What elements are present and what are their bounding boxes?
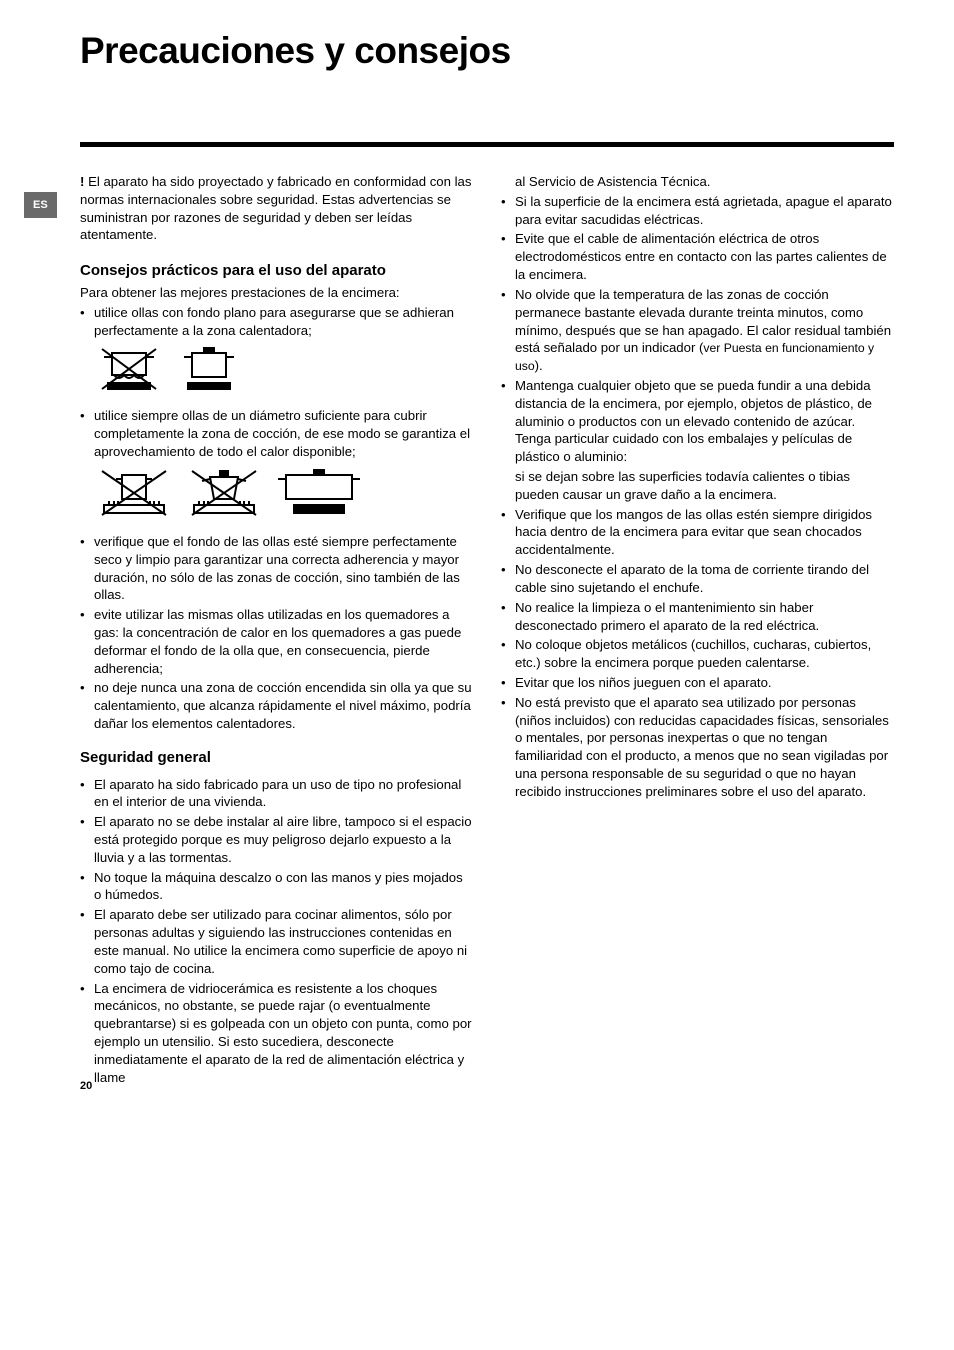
horizontal-rule	[80, 142, 894, 147]
list-item: No está previsto que el aparato sea util…	[501, 694, 894, 801]
list-item: No toque la máquina descalzo o con las m…	[80, 869, 473, 905]
list-item: No desconecte el aparato de la toma de c…	[501, 561, 894, 597]
list-item-continuation: si se dejan sobre las superficies todaví…	[501, 468, 894, 504]
list-seguridad-3: Verifique que los mangos de las ollas es…	[501, 506, 894, 801]
list-item: utilice ollas con fondo plano para asegu…	[80, 304, 473, 340]
pot-wrong-icon	[94, 345, 164, 393]
list-item: El aparato ha sido fabricado para un uso…	[80, 776, 473, 812]
content-columns: ! El aparato ha sido proyectado y fabric…	[80, 173, 894, 1088]
page-title: Precauciones y consejos	[80, 30, 894, 72]
list-item: evite utilizar las mismas ollas utilizad…	[80, 606, 473, 677]
list-item: verifique que el fondo de las ollas esté…	[80, 533, 473, 604]
heading-seguridad: Seguridad general	[80, 749, 473, 768]
lead-consejos: Para obtener las mejores prestaciones de…	[80, 284, 473, 302]
list-item: No realice la limpieza o el mantenimient…	[501, 599, 894, 635]
list-item: No coloque objetos metálicos (cuchillos,…	[501, 636, 894, 672]
list-item: Evitar que los niños jueguen con el apar…	[501, 674, 894, 692]
pot-wide-correct-icon	[274, 467, 364, 519]
list-item: El aparato no se debe instalar al aire l…	[80, 813, 473, 866]
list-item: La encimera de vidriocerámica es resiste…	[80, 980, 473, 1087]
list-item: Verifique que los mangos de las ollas es…	[501, 506, 894, 559]
list-item: Si la superficie de la encimera está agr…	[501, 193, 894, 229]
pot-correct-icon	[174, 345, 244, 393]
page-number: 20	[80, 1080, 92, 1092]
column-right: al Servicio de Asistencia Técnica. Si la…	[501, 173, 894, 1088]
language-tab: ES	[24, 192, 57, 218]
list-seguridad-2: Si la superficie de la encimera está agr…	[501, 193, 894, 466]
diagram-row-1	[94, 345, 473, 393]
list-item: No olvide que la temperatura de las zona…	[501, 286, 894, 375]
list-consejos-3: verifique que el fondo de las ollas esté…	[80, 533, 473, 733]
heading-consejos: Consejos prácticos para el uso del apara…	[80, 262, 473, 281]
list-item: El aparato debe ser utilizado para cocin…	[80, 906, 473, 977]
list-item: Evite que el cable de alimentación eléct…	[501, 230, 894, 283]
column-left: ! El aparato ha sido proyectado y fabric…	[80, 173, 473, 1088]
list-consejos: utilice ollas con fondo plano para asegu…	[80, 304, 473, 340]
pot-narrow-wrong-icon	[184, 467, 264, 519]
intro-paragraph: ! El aparato ha sido proyectado y fabric…	[80, 173, 473, 244]
list-seguridad: El aparato ha sido fabricado para un uso…	[80, 776, 473, 1087]
diagram-row-2	[94, 467, 473, 519]
list-item: Mantenga cualquier objeto que se pueda f…	[501, 377, 894, 466]
list-item-continuation: al Servicio de Asistencia Técnica.	[501, 173, 894, 191]
list-item: no deje nunca una zona de cocción encend…	[80, 679, 473, 732]
list-item: utilice siempre ollas de un diámetro suf…	[80, 407, 473, 460]
list-consejos-2: utilice siempre ollas de un diámetro suf…	[80, 407, 473, 460]
pot-small-wrong-icon	[94, 467, 174, 519]
